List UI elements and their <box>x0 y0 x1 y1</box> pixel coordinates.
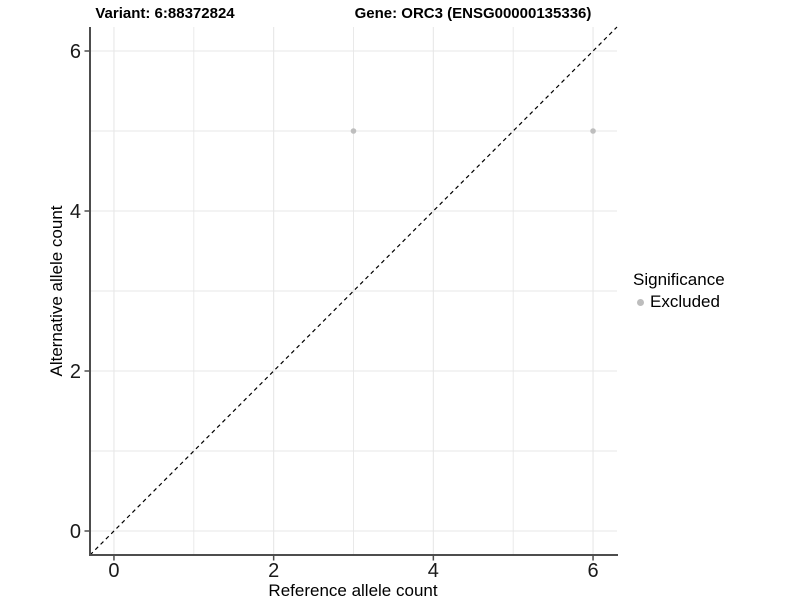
legend-entry-excluded: Excluded <box>633 293 725 311</box>
data-point <box>350 128 357 134</box>
legend: Significance Excluded <box>633 270 725 311</box>
data-point <box>590 128 596 134</box>
x-tick-label: 2 <box>268 560 279 582</box>
variant-title: Variant: 6:88372824 <box>95 5 235 22</box>
excluded-point-icon <box>637 298 644 306</box>
y-tick-label: 2 <box>70 361 81 383</box>
legend-title: Significance <box>633 270 725 289</box>
x-tick-label: 6 <box>587 560 598 582</box>
y-tick-label: 0 <box>70 521 81 543</box>
x-tick-label: 0 <box>108 560 119 582</box>
x-tick-label: 4 <box>428 560 439 582</box>
y-tick-label: 4 <box>70 201 81 223</box>
x-axis-label: Reference allele count <box>268 581 438 600</box>
legend-entry-label: Excluded <box>650 292 720 311</box>
gene-title: Gene: ORC3 (ENSG00000135336) <box>354 5 592 22</box>
y-tick-label: 6 <box>70 41 81 63</box>
y-axis-label: Alternative allele count <box>47 205 66 377</box>
